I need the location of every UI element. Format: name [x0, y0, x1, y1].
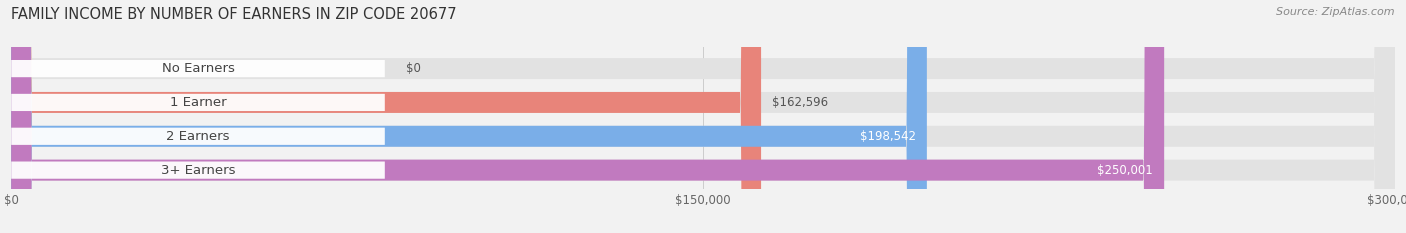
FancyBboxPatch shape: [11, 0, 761, 233]
Text: 2 Earners: 2 Earners: [166, 130, 229, 143]
Text: $198,542: $198,542: [860, 130, 915, 143]
Text: FAMILY INCOME BY NUMBER OF EARNERS IN ZIP CODE 20677: FAMILY INCOME BY NUMBER OF EARNERS IN ZI…: [11, 7, 457, 22]
Text: 1 Earner: 1 Earner: [170, 96, 226, 109]
FancyBboxPatch shape: [11, 0, 1395, 233]
FancyBboxPatch shape: [11, 0, 1395, 233]
Text: Source: ZipAtlas.com: Source: ZipAtlas.com: [1277, 7, 1395, 17]
Text: No Earners: No Earners: [162, 62, 235, 75]
Text: $0: $0: [405, 62, 420, 75]
FancyBboxPatch shape: [11, 0, 1395, 233]
Text: 3+ Earners: 3+ Earners: [160, 164, 235, 177]
FancyBboxPatch shape: [11, 60, 385, 77]
FancyBboxPatch shape: [11, 128, 385, 145]
FancyBboxPatch shape: [11, 161, 385, 179]
Text: $250,001: $250,001: [1097, 164, 1153, 177]
FancyBboxPatch shape: [11, 0, 1164, 233]
FancyBboxPatch shape: [11, 0, 1395, 233]
FancyBboxPatch shape: [11, 94, 385, 111]
Text: $162,596: $162,596: [772, 96, 828, 109]
FancyBboxPatch shape: [11, 0, 927, 233]
